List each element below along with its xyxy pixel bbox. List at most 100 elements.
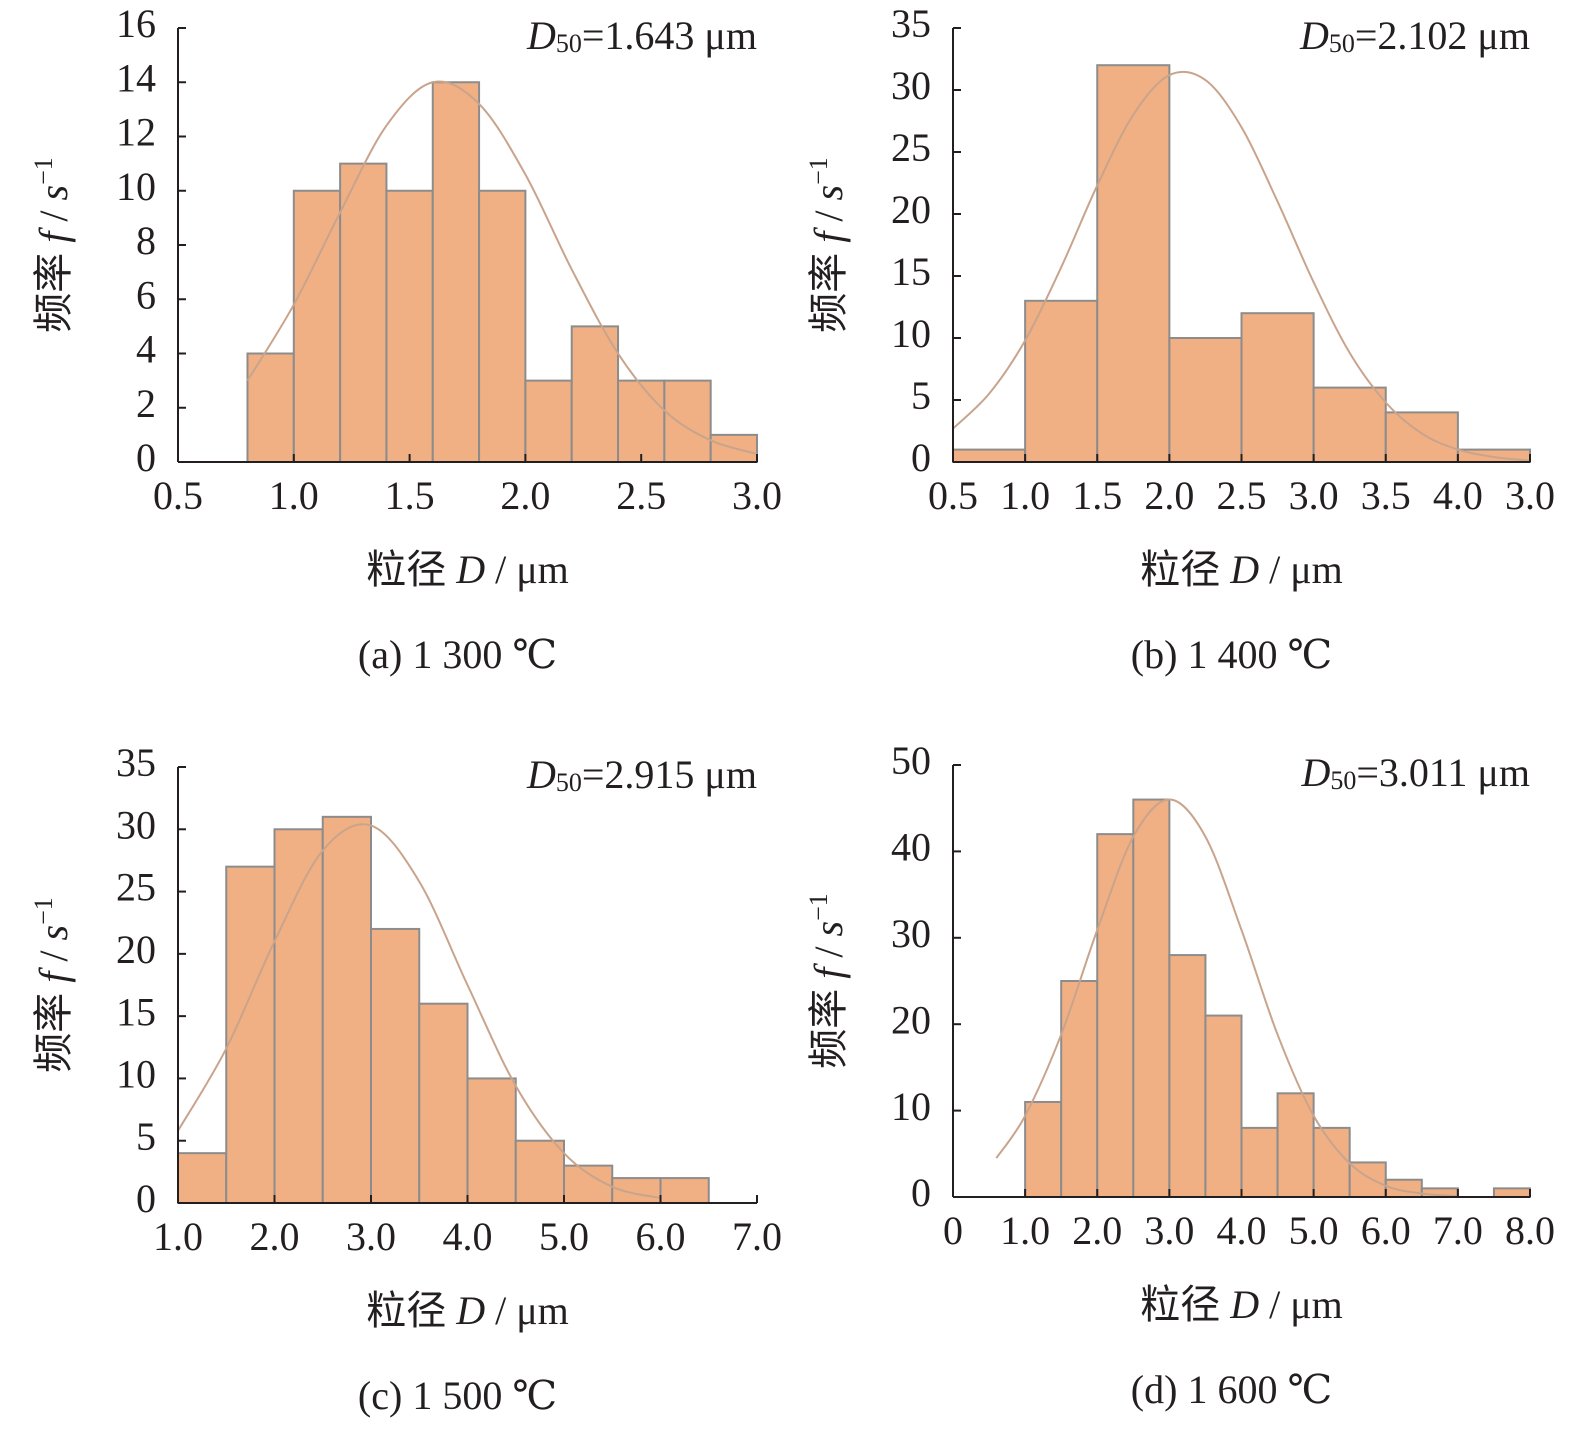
x-tick-label: 7.0 bbox=[732, 1214, 782, 1259]
bar bbox=[1024, 1100, 1063, 1198]
annotation: D50=3.011 μm bbox=[1300, 750, 1530, 795]
x-axis-label: 粒径 D / μm bbox=[1140, 1282, 1343, 1327]
text-part: =2.102 μm bbox=[1355, 13, 1530, 58]
text-part: 50 bbox=[556, 29, 582, 58]
x-tick-label: 5.0 bbox=[539, 1214, 589, 1259]
fit-curve bbox=[246, 80, 758, 455]
y-tick-label: 25 bbox=[116, 865, 156, 910]
bar bbox=[1312, 386, 1387, 464]
y-tick-label: 10 bbox=[116, 1052, 156, 1097]
y-tick-label: 14 bbox=[116, 55, 156, 100]
bar bbox=[321, 815, 372, 1204]
y-tick-label: 5 bbox=[136, 1114, 156, 1159]
text-part: =2.915 μm bbox=[582, 752, 757, 797]
y-tick-label: 25 bbox=[891, 125, 931, 170]
panel: 0 5 10 15 20 25 30 35 0.5 1.0 1.5 2.0 2.5 3.0 3.5 4.0 3.… bbox=[804, 1, 1555, 677]
fit-curve bbox=[995, 798, 1458, 1198]
x-tick-label: 1.0 bbox=[1000, 473, 1050, 518]
x-tick-label: 7.0 bbox=[1433, 1208, 1483, 1253]
bar bbox=[1168, 954, 1207, 1199]
bar bbox=[1060, 980, 1099, 1198]
y-tick-label: 0 bbox=[911, 1170, 931, 1215]
text-part: / bbox=[31, 201, 76, 232]
y-tick-label: 0 bbox=[136, 435, 156, 480]
text-part: 频率 bbox=[31, 243, 76, 333]
variable: D bbox=[1229, 1282, 1259, 1327]
y-tick-label: 30 bbox=[891, 911, 931, 956]
text-part: / bbox=[806, 937, 851, 968]
caption: (b) 1 400 ℃ bbox=[1131, 632, 1332, 677]
y-tick-label: 2 bbox=[136, 381, 156, 426]
x-tick-label: 3.5 bbox=[1361, 473, 1411, 518]
bar bbox=[524, 379, 573, 463]
text-part: / bbox=[31, 941, 76, 972]
x-tick-label: 1.5 bbox=[385, 473, 435, 518]
bar bbox=[570, 325, 620, 463]
x-axis-label: 粒径 D / μm bbox=[1140, 547, 1343, 592]
variable: D bbox=[455, 547, 485, 592]
text-part: =3.011 μm bbox=[1356, 750, 1530, 795]
y-tick-label: 6 bbox=[136, 272, 156, 317]
bar bbox=[246, 352, 295, 463]
bar bbox=[1312, 1126, 1351, 1199]
fit-curve bbox=[177, 823, 661, 1199]
bar bbox=[1024, 299, 1099, 463]
variable: D bbox=[1299, 13, 1329, 58]
text-part: / μm bbox=[485, 1288, 569, 1333]
text-part: 50 bbox=[1330, 766, 1356, 795]
y-tick-label: 15 bbox=[116, 989, 156, 1034]
variable: D bbox=[526, 752, 556, 797]
variable: D bbox=[1229, 547, 1259, 592]
text-part: s bbox=[31, 925, 76, 941]
y-tick-label: 12 bbox=[116, 110, 156, 155]
caption: (c) 1 500 ℃ bbox=[358, 1373, 557, 1418]
x-tick-label: 3.0 bbox=[346, 1214, 396, 1259]
text-part: −1 bbox=[29, 157, 58, 185]
y-tick-label: 35 bbox=[891, 1, 931, 46]
bar bbox=[478, 189, 527, 463]
text-part: 50 bbox=[556, 768, 582, 797]
x-tick-label: 4.0 bbox=[1217, 1208, 1267, 1253]
y-tick-label: 4 bbox=[136, 327, 156, 372]
x-tick-label: 8.0 bbox=[1505, 1208, 1555, 1253]
text-part: −1 bbox=[804, 893, 833, 921]
y-axis-label: 频率 f / s−1 bbox=[29, 157, 76, 333]
x-tick-label: 4.0 bbox=[443, 1214, 493, 1259]
y-axis-label: 频率 f / s−1 bbox=[804, 157, 851, 333]
text-part: =1.643 μm bbox=[582, 13, 757, 58]
text-part: / μm bbox=[485, 547, 569, 592]
y-tick-label: 0 bbox=[136, 1176, 156, 1221]
y-tick-label: 50 bbox=[891, 738, 931, 783]
fit-curve bbox=[952, 70, 1531, 462]
y-tick-label: 35 bbox=[116, 740, 156, 785]
y-tick-label: 30 bbox=[116, 802, 156, 847]
caption: (a) 1 300 ℃ bbox=[358, 632, 557, 677]
text-part: −1 bbox=[29, 897, 58, 925]
bar bbox=[418, 1002, 469, 1205]
text-part: / μm bbox=[1259, 547, 1343, 592]
text-part: 粒径 bbox=[366, 547, 456, 592]
x-tick-label: 2.0 bbox=[250, 1214, 300, 1259]
y-axis-label: 频率 f / s−1 bbox=[804, 893, 851, 1069]
x-tick-label: 2.5 bbox=[1217, 473, 1267, 518]
x-tick-label: 1.0 bbox=[1000, 1208, 1050, 1253]
variable: D bbox=[1300, 750, 1330, 795]
x-tick-label: 1.0 bbox=[269, 473, 319, 518]
text-part: / bbox=[806, 201, 851, 232]
bar bbox=[177, 1152, 228, 1204]
bar bbox=[617, 379, 666, 463]
y-tick-label: 10 bbox=[891, 1084, 931, 1129]
x-tick-label: 3.0 bbox=[1144, 1208, 1194, 1253]
x-tick-label: 3.0 bbox=[1505, 473, 1555, 518]
y-tick-label: 8 bbox=[136, 218, 156, 263]
y-tick-label: 20 bbox=[891, 997, 931, 1042]
x-tick-label: 6.0 bbox=[636, 1214, 686, 1259]
caption: (d) 1 600 ℃ bbox=[1131, 1367, 1332, 1412]
x-tick-label: 5.0 bbox=[1289, 1208, 1339, 1253]
bar bbox=[1240, 1126, 1279, 1199]
bar bbox=[292, 189, 342, 463]
x-tick-label: 3.0 bbox=[1289, 473, 1339, 518]
annotation: D50=2.915 μm bbox=[526, 752, 757, 797]
